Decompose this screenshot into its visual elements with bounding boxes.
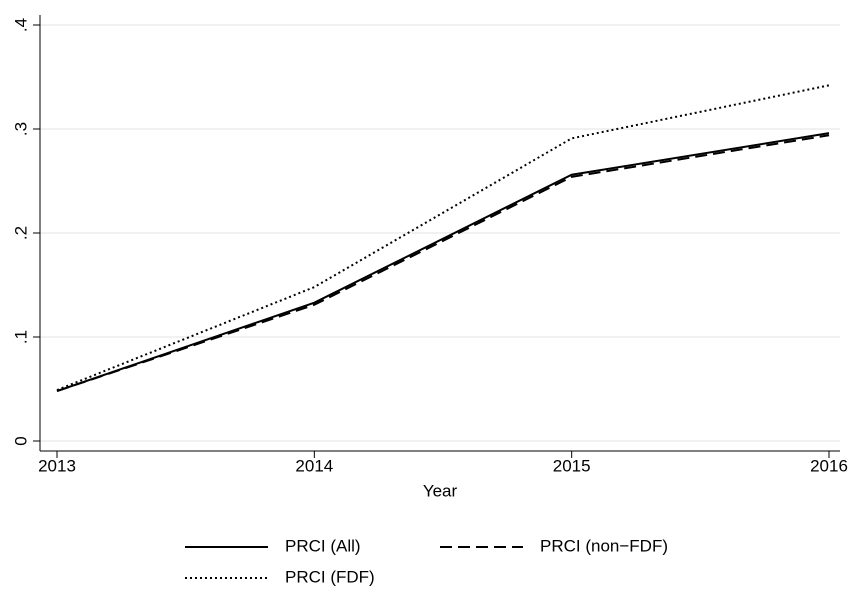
legend-label: PRCI (All) [285, 536, 361, 555]
x-tick-label: 2013 [38, 456, 76, 475]
x-axis-title: Year [423, 481, 458, 500]
series-line [56, 84, 830, 391]
y-tick-label: .4 [11, 18, 30, 32]
y-tick-label: .1 [11, 330, 30, 344]
y-tick-label: .2 [11, 226, 30, 240]
legend-label: PRCI (non−FDF) [540, 536, 668, 555]
series-line [56, 134, 830, 393]
y-tick-label: 0 [11, 436, 30, 445]
legend-label: PRCI (FDF) [285, 567, 375, 586]
x-tick-label: 2015 [553, 456, 591, 475]
y-tick-label: .3 [11, 122, 30, 136]
x-tick-label: 2014 [295, 456, 333, 475]
x-tick-label: 2016 [810, 456, 848, 475]
